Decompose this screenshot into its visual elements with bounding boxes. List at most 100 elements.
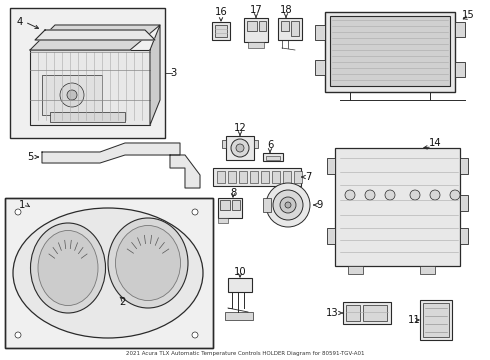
Bar (217, 171, 225, 183)
Text: 2021 Acura TLX Automatic Temperature Controls HOLDER Diagram for 80591-TGV-A01: 2021 Acura TLX Automatic Temperature Con… (126, 351, 364, 356)
Text: 3: 3 (170, 68, 176, 78)
Bar (455, 22, 465, 37)
Circle shape (365, 190, 375, 200)
Ellipse shape (108, 218, 188, 308)
Polygon shape (35, 30, 155, 40)
Text: 1: 1 (19, 200, 25, 210)
Bar (213, 168, 301, 186)
Text: 11: 11 (408, 315, 420, 325)
Bar (263, 153, 283, 161)
Text: 16: 16 (215, 7, 227, 17)
Bar (266, 156, 280, 160)
Ellipse shape (30, 223, 105, 313)
Bar (239, 171, 247, 183)
Bar (228, 278, 252, 292)
Circle shape (285, 202, 291, 208)
Bar (348, 266, 363, 274)
Circle shape (236, 144, 244, 152)
Text: 2: 2 (119, 297, 125, 307)
Circle shape (385, 190, 395, 200)
Text: 9: 9 (317, 200, 323, 210)
Bar (460, 195, 468, 211)
Bar (247, 21, 257, 31)
Bar (254, 140, 258, 148)
Bar (335, 148, 460, 266)
Bar (222, 140, 226, 148)
Bar (330, 16, 450, 86)
Bar (278, 18, 302, 40)
Bar (215, 25, 227, 37)
Circle shape (51, 153, 58, 161)
Bar (291, 21, 299, 36)
Bar (244, 18, 268, 42)
Ellipse shape (116, 225, 180, 301)
Polygon shape (42, 143, 180, 163)
Text: 15: 15 (462, 10, 474, 20)
Bar (259, 21, 266, 31)
Bar (420, 266, 435, 274)
Circle shape (430, 190, 440, 200)
Circle shape (63, 263, 73, 273)
Bar (5, 198, 213, 348)
Bar (315, 25, 325, 40)
Text: 14: 14 (429, 138, 441, 148)
Polygon shape (170, 155, 200, 188)
Text: 8: 8 (230, 188, 236, 198)
Text: 12: 12 (234, 123, 246, 133)
Bar (363, 305, 387, 321)
Circle shape (189, 180, 195, 186)
Circle shape (273, 190, 303, 220)
Text: 18: 18 (280, 5, 293, 15)
Bar (62, 250, 74, 258)
Bar (10, 8, 165, 138)
Bar (50, 112, 125, 122)
Bar (272, 171, 280, 183)
Text: 17: 17 (249, 5, 262, 15)
Circle shape (450, 190, 460, 200)
Circle shape (345, 190, 355, 200)
Circle shape (143, 258, 153, 268)
Text: 4: 4 (17, 17, 23, 27)
Bar (218, 218, 228, 223)
Text: 10: 10 (234, 267, 246, 277)
Bar (220, 200, 230, 210)
Text: 7: 7 (305, 172, 311, 182)
Bar (30, 50, 150, 125)
Bar (42, 75, 102, 115)
Bar (228, 171, 236, 183)
Bar (250, 171, 258, 183)
Bar (5, 198, 213, 348)
Circle shape (231, 139, 249, 157)
Bar (327, 158, 335, 174)
Circle shape (266, 183, 310, 227)
Circle shape (410, 190, 420, 200)
Circle shape (60, 83, 84, 107)
Bar (327, 228, 335, 244)
Bar (455, 62, 465, 77)
Bar (294, 171, 302, 183)
Bar (281, 21, 289, 31)
Bar (263, 198, 271, 212)
Circle shape (165, 145, 172, 153)
Text: 13: 13 (326, 308, 338, 318)
Polygon shape (30, 25, 160, 50)
Bar (460, 158, 468, 174)
Circle shape (192, 209, 198, 215)
Circle shape (15, 332, 21, 338)
Bar (283, 171, 291, 183)
Bar (261, 171, 269, 183)
Bar (248, 42, 264, 48)
Ellipse shape (38, 230, 98, 306)
Circle shape (15, 209, 21, 215)
Bar (225, 312, 253, 320)
Bar (346, 305, 360, 321)
Circle shape (192, 332, 198, 338)
Text: 6: 6 (267, 140, 273, 150)
Bar (232, 200, 240, 210)
Bar (212, 22, 230, 40)
Circle shape (67, 90, 77, 100)
Bar (226, 136, 254, 160)
Bar (343, 302, 391, 324)
Bar (423, 303, 449, 337)
Bar (315, 60, 325, 75)
